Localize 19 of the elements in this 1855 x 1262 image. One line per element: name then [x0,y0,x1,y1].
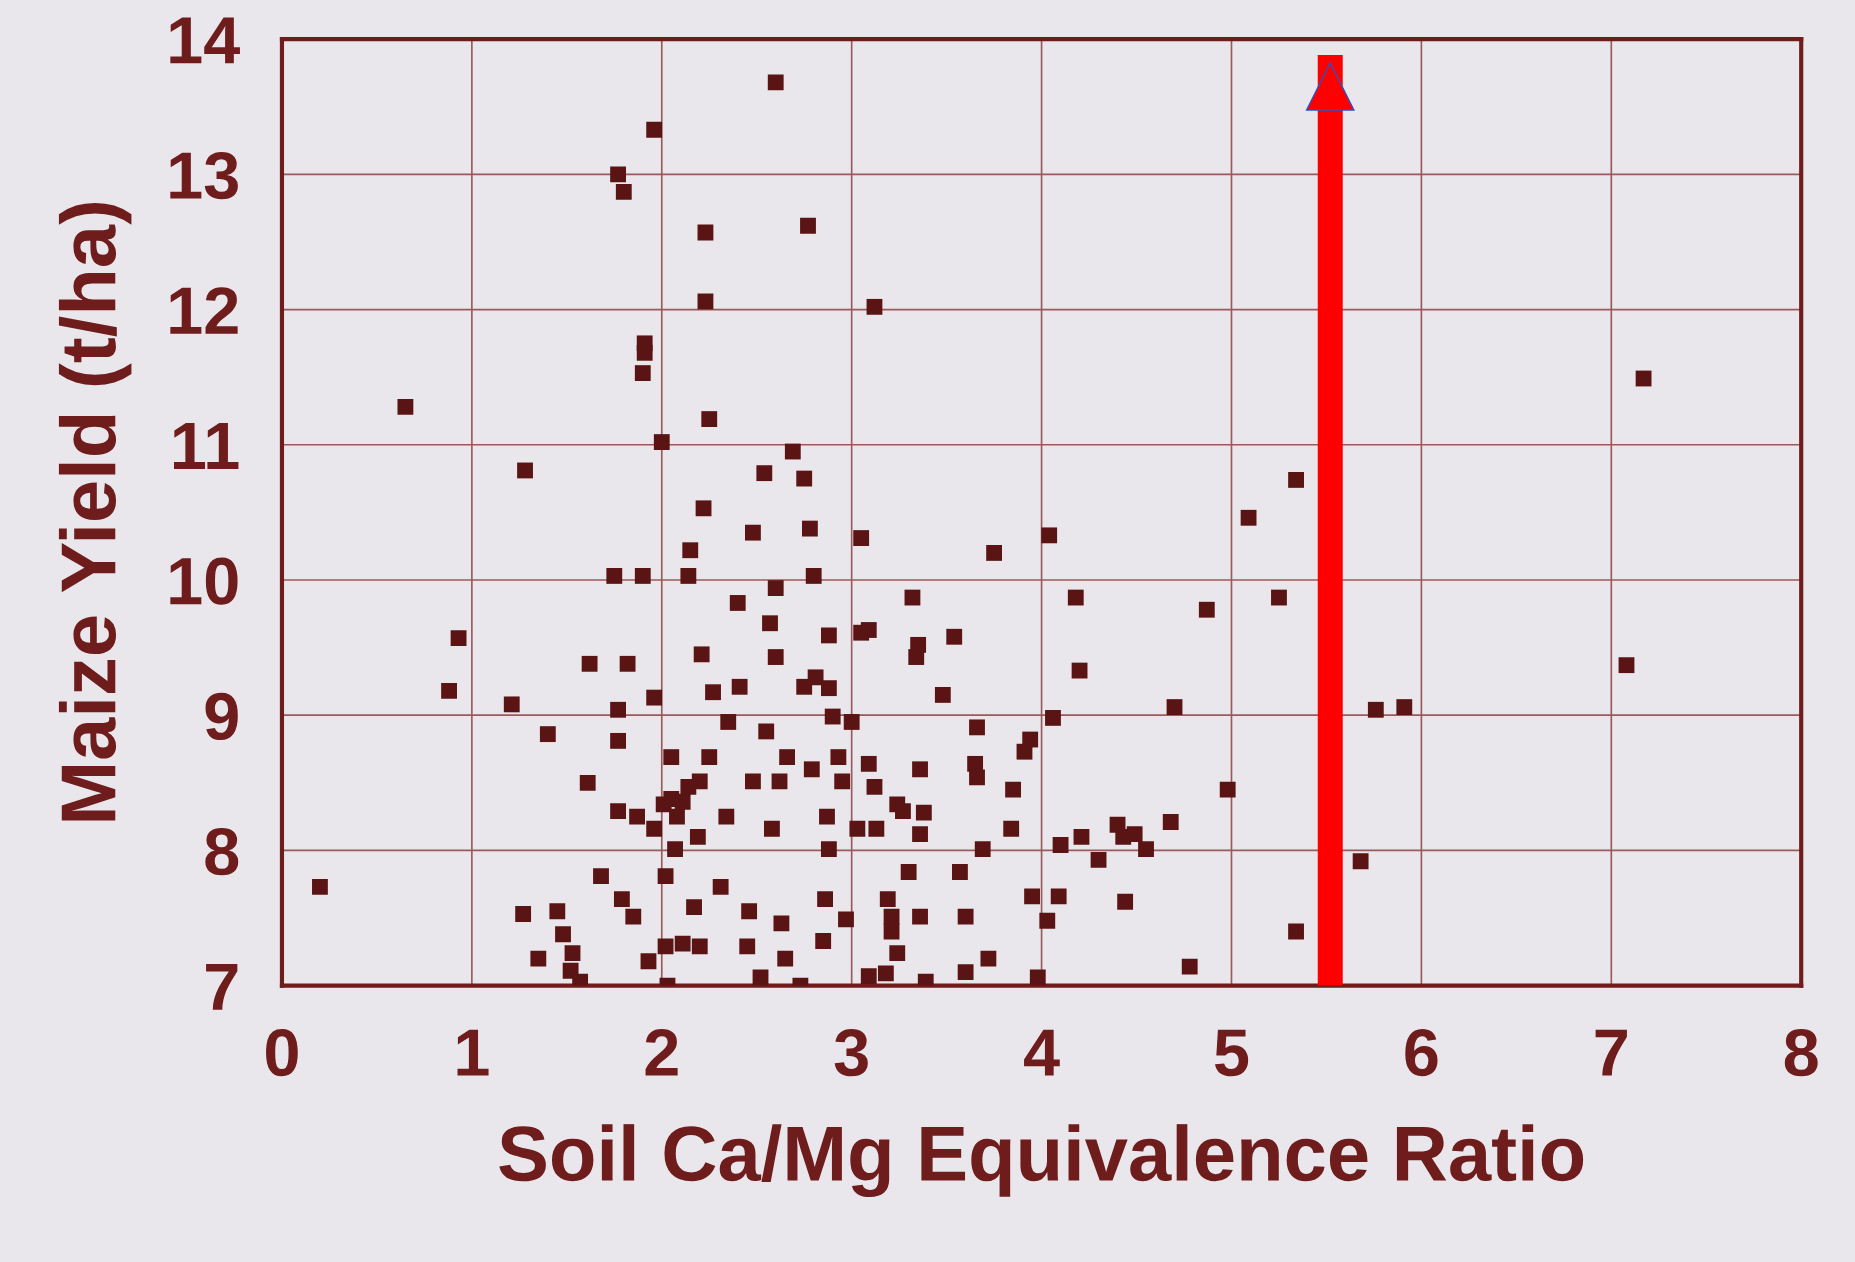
x-tick-label: 4 [1024,1029,1060,1076]
y-tick-label: 11 [174,423,239,469]
x-tick-label: 0 [266,1029,298,1077]
y-tick-label: 9 [205,692,238,741]
x-tick-label: 3 [834,1029,868,1077]
x-tick-label: 2 [645,1029,678,1076]
x-tick-label: 8 [1784,1029,1818,1077]
y-tick-label: 12 [170,287,238,334]
y-tick-label: 13 [170,151,238,200]
x-tick-label: 7 [1595,1029,1627,1076]
x-tick-label: 5 [1215,1029,1249,1077]
x-tick-label: 6 [1405,1029,1438,1077]
x-tick-label: 1 [457,1029,489,1076]
y-tick-label: 10 [170,557,238,605]
y-tick-label: 8 [205,828,239,876]
y-tick-label: 14 [170,17,240,64]
y-axis-title: Maize Yield (t/ha) [58,202,132,821]
y-tick-label: 7 [206,963,238,1010]
x-axis-title: Soil Ca/Mg Equivalence Ratio [499,1124,1584,1197]
